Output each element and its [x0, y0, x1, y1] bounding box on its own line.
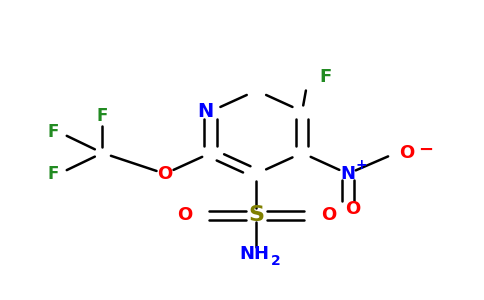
Text: −: −	[418, 141, 433, 159]
Text: O: O	[345, 200, 360, 218]
Text: NH: NH	[239, 245, 269, 263]
Text: F: F	[319, 68, 332, 86]
Text: F: F	[47, 165, 59, 183]
Text: O: O	[157, 165, 173, 183]
Text: O: O	[399, 144, 414, 162]
Text: N: N	[197, 102, 213, 121]
Text: 2: 2	[271, 254, 281, 268]
Text: O: O	[321, 206, 336, 224]
Text: +: +	[356, 158, 367, 172]
Text: S: S	[248, 206, 264, 225]
Text: O: O	[177, 206, 192, 224]
Text: F: F	[47, 123, 59, 141]
Text: F: F	[97, 107, 108, 125]
Text: N: N	[340, 165, 355, 183]
